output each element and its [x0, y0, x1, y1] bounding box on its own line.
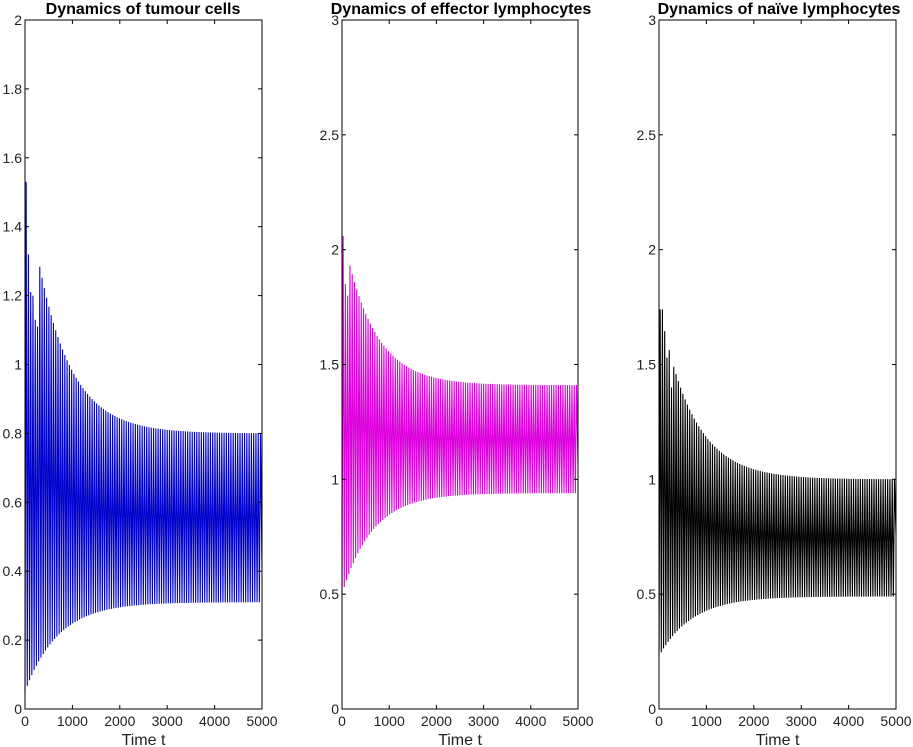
tumour-cells-y-tick-label: 0.6	[3, 494, 23, 510]
tumour-cells-series-line	[24, 181, 263, 692]
effector-lymphocytes-x-tick-label: 1000	[374, 713, 405, 729]
naive-lymphocytes-series-line	[658, 309, 897, 657]
effector-lymphocytes-y-tick-label: 0.5	[320, 586, 340, 602]
tumour-cells-x-tick-label: 1000	[57, 713, 88, 729]
naive-lymphocytes-y-tick-label: 0	[648, 701, 656, 717]
naive-lymphocytes-x-tick-label: 1000	[691, 713, 722, 729]
tumour-cells-x-tick-label: 5000	[246, 713, 277, 729]
naive-lymphocytes-y-tick-label: 3	[648, 12, 656, 28]
naive-lymphocytes-y-tick-label: 1.5	[637, 357, 657, 373]
tumour-cells-x-tick-label: 0	[21, 713, 29, 729]
naive-lymphocytes-y-tick-label: 2	[648, 242, 656, 258]
tumour-cells-y-tick-label: 1.6	[3, 150, 23, 166]
effector-lymphocytes-x-axis-label: Time t	[438, 732, 482, 747]
effector-lymphocytes-x-tick-label: 0	[338, 713, 346, 729]
tumour-cells-y-tick-label: 1.8	[3, 81, 23, 97]
tumour-cells-y-tick-label: 1.4	[3, 219, 23, 235]
tumour-cells-y-tick-label: 0.4	[3, 563, 23, 579]
effector-lymphocytes-series-line	[341, 235, 579, 595]
effector-lymphocytes-x-tick-label: 3000	[468, 713, 499, 729]
tumour-cells-y-tick-label: 0	[14, 701, 22, 717]
naive-lymphocytes-title: Dynamics of naïve lymphocytes	[658, 1, 901, 18]
naive-lymphocytes-y-tick-label: 2.5	[637, 127, 657, 143]
tumour-cells-y-tick-label: 2	[14, 12, 22, 28]
tumour-cells-x-tick-label: 4000	[199, 713, 230, 729]
effector-lymphocytes-x-tick-label: 5000	[562, 713, 593, 729]
effector-lymphocytes-title: Dynamics of effector lymphocytes	[331, 1, 592, 18]
tumour-cells-title: Dynamics of tumour cells	[46, 1, 241, 18]
effector-lymphocytes-x-tick-label: 4000	[515, 713, 546, 729]
tumour-cells-y-tick-label: 1.2	[3, 288, 23, 304]
effector-lymphocytes-y-tick-label: 2	[331, 242, 339, 258]
tumour-cells-x-tick-label: 2000	[104, 713, 135, 729]
effector-lymphocytes-y-tick-label: 2.5	[320, 127, 340, 143]
tumour-cells-x-tick-label: 3000	[152, 713, 183, 729]
naive-lymphocytes-y-tick-label: 1	[648, 471, 656, 487]
effector-lymphocytes-y-tick-label: 0	[331, 701, 339, 717]
naive-lymphocytes-x-tick-label: 0	[655, 713, 663, 729]
naive-lymphocytes-x-tick-label: 4000	[833, 713, 864, 729]
tumour-cells-y-tick-label: 1	[14, 357, 22, 373]
naive-lymphocytes-x-tick-label: 2000	[738, 713, 769, 729]
effector-lymphocytes-y-tick-label: 3	[331, 12, 339, 28]
effector-lymphocytes-y-tick-label: 1.5	[320, 357, 340, 373]
naive-lymphocytes-x-tick-label: 3000	[786, 713, 817, 729]
tumour-cells-y-tick-label: 0.8	[3, 425, 23, 441]
naive-lymphocytes-x-tick-label: 5000	[880, 713, 911, 729]
naive-lymphocytes-x-axis-label: Time t	[756, 732, 800, 747]
naive-lymphocytes-y-tick-label: 0.5	[637, 586, 657, 602]
naive-lymphocytes-axes-frame	[658, 19, 897, 710]
effector-lymphocytes-y-tick-label: 1	[331, 471, 339, 487]
effector-lymphocytes-x-tick-label: 2000	[421, 713, 452, 729]
tumour-cells-panel: Dynamics of tumour cells 0 1000 2000 3000 400…	[3, 1, 278, 747]
tumour-cells-x-axis-label: Time t	[122, 732, 166, 747]
tumour-cells-y-tick-label: 0.2	[3, 632, 23, 648]
